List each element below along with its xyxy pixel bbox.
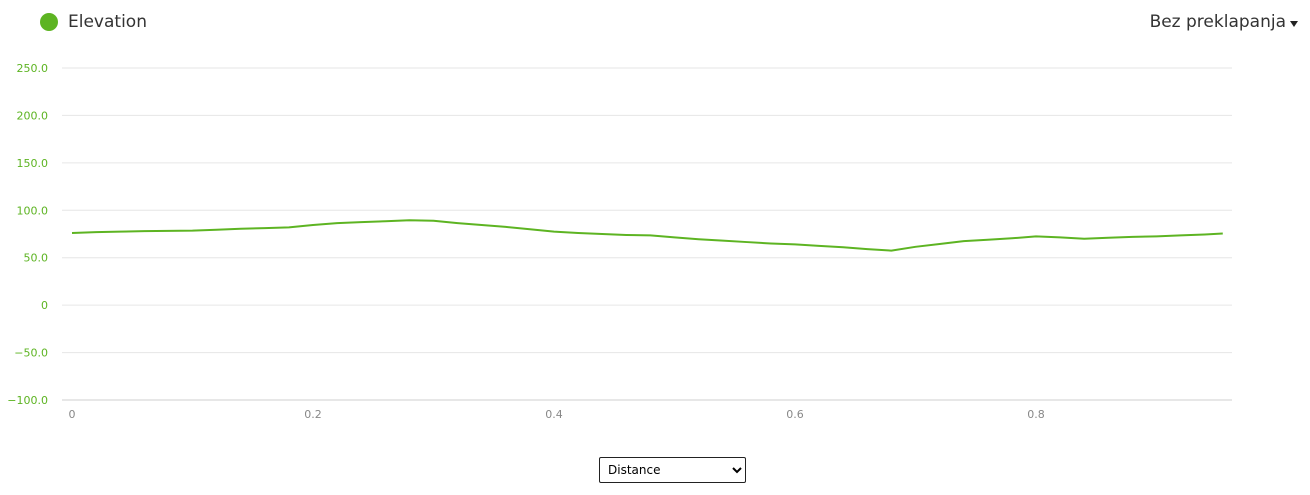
chart-legend[interactable]: Elevation	[40, 12, 147, 32]
overlap-mode-dropdown[interactable]: Bez preklapanja	[1150, 12, 1298, 32]
elevation-line	[71, 219, 1223, 252]
caret-down-icon	[1290, 20, 1298, 27]
legend-label: Elevation	[68, 12, 147, 32]
y-tick-label: −100.0	[7, 394, 48, 407]
y-tick-label: 50.0	[24, 252, 49, 265]
x-tick-label: 0.8	[1027, 408, 1045, 421]
y-tick-label: −50.0	[14, 347, 48, 360]
x-tick-label: 0.4	[545, 408, 563, 421]
x-tick-label: 0.2	[304, 408, 322, 421]
x-tick-label: 0	[69, 408, 76, 421]
legend-color-dot	[40, 13, 58, 31]
y-tick-label: 200.0	[17, 109, 49, 122]
y-tick-label: 150.0	[17, 157, 49, 170]
y-tick-label: 0	[41, 299, 48, 312]
elevation-chart: 250.0 200.0 150.0 100.0 50.0 0 −50.0 −100.0 0 0.2…	[7, 62, 1232, 421]
x-axis-select[interactable]: Distance	[599, 457, 746, 483]
x-tick-label: 0.6	[786, 408, 804, 421]
overlap-mode-label: Bez preklapanja	[1149, 12, 1286, 32]
x-axis-select-wrapper: Distance	[599, 457, 746, 483]
y-tick-label: 250.0	[17, 62, 49, 75]
y-tick-label: 100.0	[17, 204, 49, 217]
